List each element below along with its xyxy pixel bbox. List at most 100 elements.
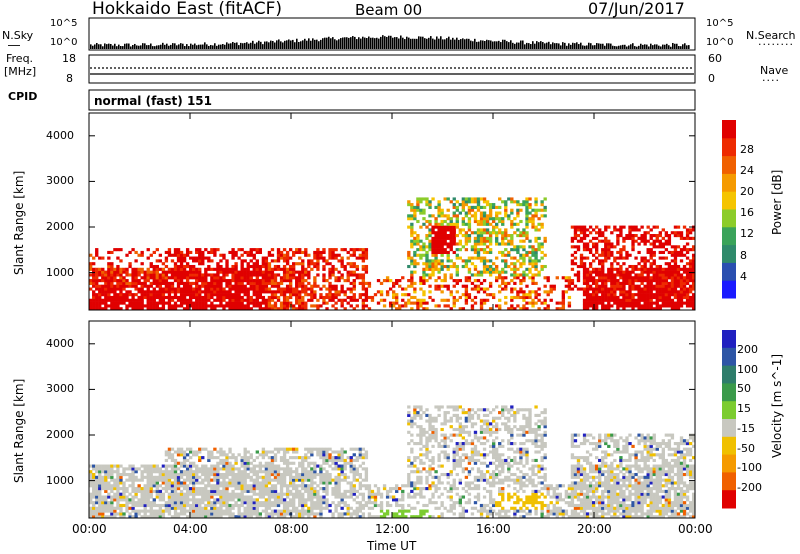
- velocity-cell: [131, 487, 135, 491]
- power-cell: [419, 208, 423, 212]
- power-cell: [410, 270, 414, 274]
- velocity-cell: [352, 472, 356, 477]
- power-cell: [185, 276, 190, 280]
- power-cell: [182, 281, 187, 285]
- power-cell: [443, 276, 447, 280]
- power-cell: [522, 262, 526, 266]
- power-cell: [410, 231, 414, 235]
- power-cell: [316, 264, 320, 269]
- velocity-cell: [101, 509, 105, 513]
- power-cell: [649, 298, 653, 302]
- power-cell: [622, 262, 626, 266]
- velocity-cell: [113, 492, 117, 496]
- velocity-cell: [319, 512, 323, 516]
- power-cell: [537, 245, 541, 249]
- velocity-cell: [270, 501, 275, 505]
- velocity-cell: [188, 515, 193, 519]
- velocity-cell: [355, 515, 359, 519]
- power-cell: [213, 267, 217, 271]
- velocity-cell: [337, 501, 341, 505]
- velocity-cell: [182, 495, 187, 499]
- power-cell: [234, 304, 238, 308]
- noise-bar: [146, 45, 148, 49]
- power-cell: [288, 287, 293, 291]
- power-cell: [576, 276, 581, 280]
- power-cell: [92, 295, 96, 300]
- power-cell: [222, 295, 226, 300]
- power-cell: [185, 262, 190, 266]
- velocity-cell: [173, 475, 178, 479]
- power-cell: [213, 304, 217, 308]
- power-cell: [237, 270, 241, 274]
- power-cell: [234, 290, 238, 294]
- power-cell: [173, 301, 178, 305]
- velocity-cell: [228, 515, 232, 519]
- velocity-cell: [237, 515, 241, 519]
- velocity-cell: [225, 512, 229, 516]
- velocity-cell: [276, 478, 281, 482]
- noise-bar: [228, 43, 230, 49]
- power-cell: [137, 281, 141, 285]
- power-cell: [92, 281, 96, 285]
- power-cell: [352, 284, 356, 288]
- power-cell: [688, 231, 693, 235]
- power-cell: [601, 304, 605, 308]
- power-cell: [122, 298, 126, 302]
- velocity-cell: [228, 472, 232, 477]
- velocity-cell: [288, 447, 293, 451]
- power-cell: [679, 267, 684, 271]
- power-cell: [576, 245, 581, 249]
- power-cell: [113, 267, 117, 271]
- power-cell: [452, 225, 456, 229]
- noise-bar: [546, 42, 548, 49]
- power-cell: [585, 276, 590, 280]
- velocity-cell: [131, 515, 135, 519]
- power-cell: [525, 203, 529, 207]
- power-cell: [113, 307, 117, 311]
- power-cell: [661, 236, 665, 240]
- velocity-cell: [104, 467, 108, 471]
- velocity-cell: [92, 515, 96, 519]
- velocity-cell: [340, 515, 344, 519]
- velocity-cell: [149, 484, 153, 488]
- noise-bar: [136, 45, 138, 49]
- power-cell: [688, 304, 693, 308]
- velocity-cell: [92, 501, 96, 505]
- power-cell: [488, 293, 493, 297]
- velocity-cell: [134, 512, 138, 516]
- power-cell: [231, 284, 235, 288]
- power-cell: [113, 293, 117, 297]
- power-cell: [673, 259, 678, 263]
- velocity-cell: [310, 501, 314, 505]
- power-cell: [631, 242, 635, 246]
- power-cell: [498, 298, 502, 302]
- velocity-cell: [310, 495, 314, 499]
- power-cell: [204, 295, 208, 300]
- power-cell: [276, 287, 281, 291]
- velocity-cell: [249, 461, 253, 465]
- velocity-cell: [316, 453, 320, 457]
- velocity-cell: [201, 478, 205, 482]
- power-cell: [201, 284, 205, 288]
- velocity-cell: [104, 472, 108, 477]
- power-cell: [113, 298, 117, 302]
- power-cell: [607, 273, 611, 277]
- power-cell: [328, 253, 332, 257]
- power-cell: [285, 276, 290, 280]
- power-cell: [152, 250, 156, 255]
- power-cell: [246, 287, 250, 291]
- power-cell: [516, 259, 520, 263]
- power-cell: [222, 287, 226, 291]
- noise-bar: [438, 38, 440, 49]
- power-cell: [182, 295, 187, 300]
- power-cell: [676, 267, 681, 271]
- power-cell: [158, 281, 163, 285]
- power-cell: [207, 304, 211, 308]
- power-cell: [540, 200, 544, 204]
- power-cell: [95, 253, 99, 257]
- power-cell: [655, 267, 659, 271]
- velocity-cell: [179, 470, 184, 474]
- velocity-cell: [288, 470, 293, 474]
- power-cell: [237, 256, 241, 260]
- power-cell: [419, 245, 423, 249]
